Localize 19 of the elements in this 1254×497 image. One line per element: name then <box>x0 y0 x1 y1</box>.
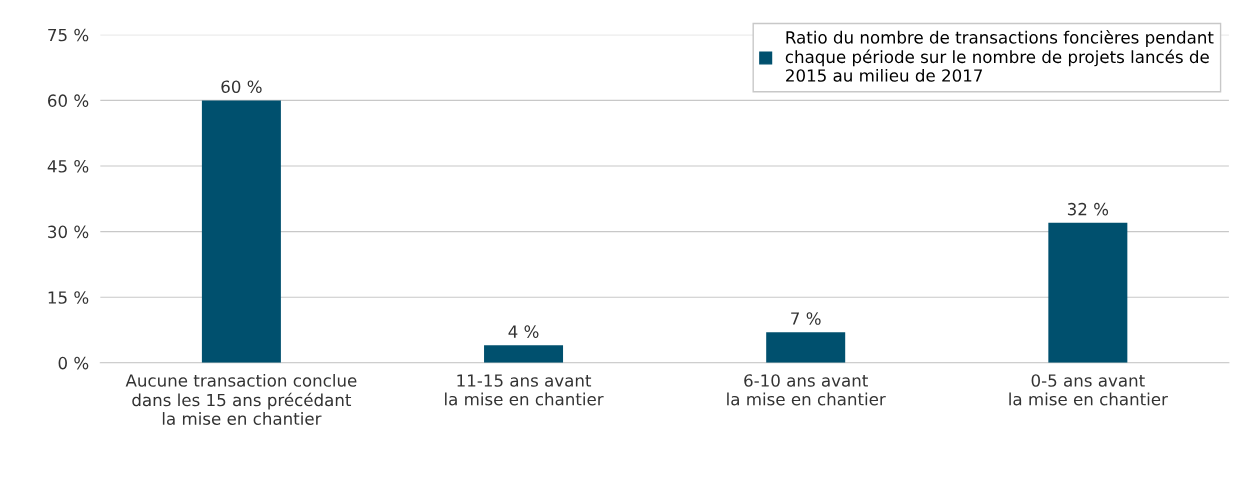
y-tick-label: 30 % <box>48 225 89 239</box>
x-tick-label: Aucune transaction conclue dans les 15 ans précédant la mise en chantier <box>125 373 357 425</box>
y-tick-label: 60 % <box>48 94 89 107</box>
bar <box>484 345 564 363</box>
y-tick-label: 0 % <box>58 356 89 370</box>
bar <box>766 332 846 363</box>
bar <box>1048 222 1128 363</box>
legend-label: Ratio du nombre de transactions foncières pendant chaque période sur le nombre de projets lancés de 2015 au milieu de 2017 <box>785 30 1214 82</box>
y-tick-label: 15 % <box>48 291 89 304</box>
bar <box>201 100 281 363</box>
x-tick-label: 6-10 ans avant la mise en chantier <box>727 374 886 406</box>
x-tick-label: 0-5 ans avant la mise en chantier <box>1009 374 1168 406</box>
y-tick-label: 75 % <box>48 28 89 42</box>
y-tick-label: 45 % <box>47 159 89 173</box>
data-label: 32 % <box>1067 202 1109 216</box>
data-label: 4 % <box>508 325 539 338</box>
data-label: 7 % <box>791 312 821 325</box>
x-tick-label: 11-15 ans avant la mise en chantier <box>445 374 604 406</box>
data-label: 60 % <box>221 80 262 93</box>
